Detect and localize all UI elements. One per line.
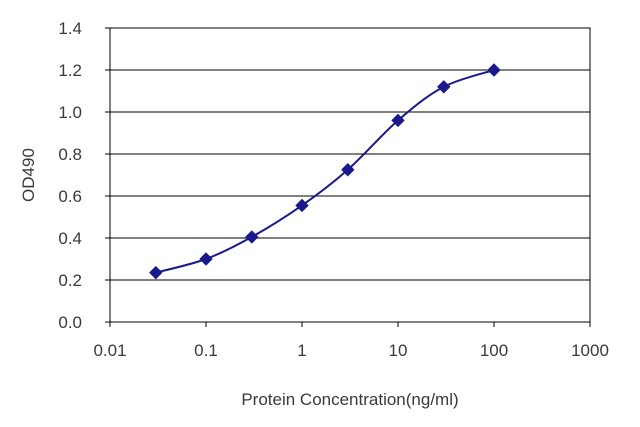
data-point-marker	[199, 252, 213, 266]
x-tick-label: 0.1	[194, 341, 218, 360]
y-tick-label: 0.6	[58, 187, 82, 206]
y-tick-label: 0.8	[58, 145, 82, 164]
x-tick-label: 1	[297, 341, 306, 360]
y-tick-label: 1.2	[58, 61, 82, 80]
y-tick-label: 1.4	[58, 19, 82, 38]
y-tick-label: 0.2	[58, 271, 82, 290]
data-point-marker	[295, 198, 309, 213]
series-line	[155, 69, 495, 274]
y-axis-ticks: 0.0 0.2 0.4 0.6 0.8 1.0 1.2 1.4	[58, 19, 110, 332]
y-axis-title: OD490	[19, 148, 38, 202]
data-point-marker	[391, 113, 405, 128]
x-axis-ticks: 0.01 0.1 1 10 100 1000	[93, 322, 609, 360]
series-layer	[149, 63, 501, 280]
x-tick-label: 100	[480, 341, 508, 360]
plot-frame	[109, 27, 591, 323]
data-point-marker	[245, 230, 259, 244]
x-tick-label: 0.01	[93, 341, 126, 360]
data-point-marker	[341, 163, 355, 177]
x-tick-label: 1000	[571, 341, 609, 360]
y-tick-label: 0.0	[58, 313, 82, 332]
data-point-marker	[437, 80, 451, 94]
y-tick-label: 1.0	[58, 103, 82, 122]
x-tick-label: 10	[389, 341, 408, 360]
y-tick-label: 0.4	[58, 229, 82, 248]
data-point-marker	[149, 265, 163, 280]
data-point-marker	[487, 63, 501, 77]
x-axis-title: Protein Concentration(ng/ml)	[241, 390, 458, 409]
gridlines	[110, 69, 590, 281]
